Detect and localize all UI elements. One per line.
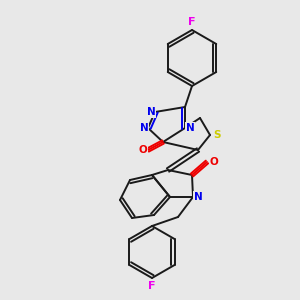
Text: N: N — [186, 123, 194, 133]
Text: O: O — [139, 145, 147, 155]
Text: F: F — [148, 281, 156, 291]
Text: N: N — [140, 123, 148, 133]
Text: F: F — [188, 17, 196, 27]
Text: S: S — [213, 130, 221, 140]
Text: N: N — [194, 192, 202, 202]
Text: O: O — [210, 157, 218, 167]
Text: N: N — [147, 107, 155, 117]
